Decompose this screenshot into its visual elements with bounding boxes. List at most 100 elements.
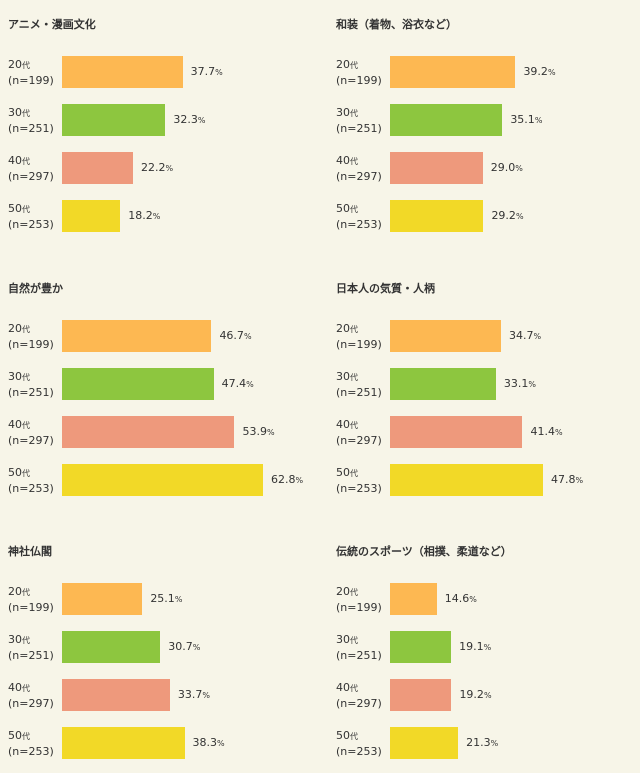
category-unit: 代 bbox=[350, 325, 358, 334]
data-label-number: 33.1 bbox=[503, 377, 529, 390]
category-label: 50代 (n=253) bbox=[336, 465, 396, 496]
bar-row: 20代 (n=199) 37.7% bbox=[8, 56, 308, 88]
chart-panel: 日本人の気質・人柄 20代 (n=199) 34.7% 30代 (n=251) 33.1% 4… bbox=[336, 280, 636, 510]
category-sample-size: (n=251) bbox=[336, 122, 382, 135]
chart-title: 自然が豊か bbox=[8, 282, 63, 295]
data-label-number: 33.7 bbox=[177, 688, 203, 701]
category-decade: 20 bbox=[8, 58, 22, 71]
category-unit: 代 bbox=[350, 205, 358, 214]
bar bbox=[390, 679, 452, 711]
category-sample-size: (n=199) bbox=[8, 601, 54, 614]
data-label-percent: % bbox=[295, 476, 304, 485]
data-label: 22.2% bbox=[141, 161, 173, 174]
data-label-percent: % bbox=[243, 332, 252, 341]
category-sample-size: (n=253) bbox=[8, 745, 54, 758]
category-sample-size: (n=297) bbox=[8, 697, 54, 710]
category-sample-size: (n=253) bbox=[336, 745, 382, 758]
category-sample-size: (n=199) bbox=[8, 338, 54, 351]
category-sample-size: (n=253) bbox=[8, 482, 54, 495]
bar-row: 20代 (n=199) 34.7% bbox=[336, 320, 636, 352]
category-decade: 50 bbox=[336, 466, 350, 479]
category-sample-size: (n=199) bbox=[336, 74, 382, 87]
data-label: 19.2% bbox=[459, 688, 491, 701]
category-label: 50代 (n=253) bbox=[8, 201, 68, 232]
data-label: 47.8% bbox=[551, 473, 583, 486]
category-decade: 30 bbox=[8, 633, 22, 646]
category-label: 50代 (n=253) bbox=[8, 465, 68, 496]
category-unit: 代 bbox=[22, 636, 30, 645]
bar bbox=[62, 631, 161, 663]
chart-panel: 神社仏閣 20代 (n=199) 25.1% 30代 (n=251) 30.7% 40代 (n=… bbox=[8, 543, 308, 773]
category-label: 20代 (n=199) bbox=[336, 584, 396, 615]
bar bbox=[390, 104, 503, 136]
category-label: 50代 (n=253) bbox=[336, 728, 396, 759]
category-label: 50代 (n=253) bbox=[336, 201, 396, 232]
category-decade: 40 bbox=[8, 154, 22, 167]
data-label-percent: % bbox=[528, 380, 537, 389]
bar bbox=[390, 416, 523, 448]
data-label-number: 46.7 bbox=[219, 329, 244, 342]
data-label-percent: % bbox=[202, 691, 210, 700]
data-label-percent: % bbox=[165, 164, 174, 173]
category-unit: 代 bbox=[22, 157, 30, 166]
category-unit: 代 bbox=[350, 684, 358, 693]
category-sample-size: (n=297) bbox=[336, 170, 382, 183]
category-unit: 代 bbox=[22, 205, 30, 214]
data-label-number: 22.2 bbox=[141, 161, 166, 174]
bar-row: 40代 (n=297) 41.4% bbox=[336, 416, 636, 448]
chart-title: 日本人の気質・人柄 bbox=[336, 282, 435, 295]
category-decade: 30 bbox=[8, 106, 22, 119]
data-label-percent: % bbox=[515, 212, 524, 221]
chart-panel: 自然が豊か 20代 (n=199) 46.7% 30代 (n=251) 47.4% 40代 (n… bbox=[8, 280, 308, 510]
category-decade: 30 bbox=[336, 370, 350, 383]
chart-panel: アニメ・漫画文化 20代 (n=199) 37.7% 30代 (n=251) 32.3% 40… bbox=[8, 16, 308, 246]
category-decade: 30 bbox=[336, 106, 350, 119]
category-label: 40代 (n=297) bbox=[8, 153, 68, 184]
data-label: 34.7% bbox=[509, 329, 541, 342]
category-unit: 代 bbox=[350, 109, 358, 118]
bar-row: 30代 (n=251) 33.1% bbox=[336, 368, 636, 400]
data-label: 14.6% bbox=[445, 592, 477, 605]
data-label: 19.1% bbox=[459, 640, 491, 653]
data-label-number: 29.2 bbox=[491, 209, 516, 222]
bar bbox=[390, 464, 543, 496]
data-label-percent: % bbox=[490, 739, 499, 748]
category-decade: 50 bbox=[8, 466, 22, 479]
category-label: 20代 (n=199) bbox=[336, 321, 396, 352]
bar-row: 20代 (n=199) 46.7% bbox=[8, 320, 308, 352]
category-unit: 代 bbox=[350, 588, 358, 597]
data-label-number: 29.0 bbox=[490, 161, 516, 174]
category-sample-size: (n=253) bbox=[336, 218, 382, 231]
data-label-percent: % bbox=[217, 739, 225, 748]
data-label: 38.3% bbox=[193, 736, 225, 749]
bar bbox=[62, 152, 134, 184]
data-label: 46.7% bbox=[219, 329, 251, 342]
bar-row: 20代 (n=199) 14.6% bbox=[336, 583, 636, 615]
data-label-number: 47.4 bbox=[221, 377, 247, 390]
category-sample-size: (n=253) bbox=[336, 482, 382, 495]
data-label-number: 21.3 bbox=[466, 736, 491, 749]
bar-row: 40代 (n=297) 22.2% bbox=[8, 152, 308, 184]
chart-title: 伝統のスポーツ（相撲、柔道など） bbox=[336, 545, 512, 558]
category-decade: 40 bbox=[8, 681, 22, 694]
category-decade: 20 bbox=[336, 58, 350, 71]
category-sample-size: (n=297) bbox=[336, 434, 382, 447]
data-label-number: 30.7 bbox=[168, 640, 193, 653]
category-label: 50代 (n=253) bbox=[8, 728, 68, 759]
category-label: 20代 (n=199) bbox=[8, 57, 68, 88]
data-label-number: 62.8 bbox=[270, 473, 296, 486]
data-label-percent: % bbox=[246, 380, 254, 389]
category-unit: 代 bbox=[22, 421, 30, 430]
category-unit: 代 bbox=[22, 684, 30, 693]
bar bbox=[390, 320, 502, 352]
category-label: 40代 (n=297) bbox=[336, 680, 396, 711]
category-sample-size: (n=253) bbox=[8, 218, 54, 231]
category-label: 40代 (n=297) bbox=[8, 417, 68, 448]
bar-row: 50代 (n=253) 38.3% bbox=[8, 727, 308, 759]
bar-row: 30代 (n=251) 35.1% bbox=[336, 104, 636, 136]
category-decade: 50 bbox=[336, 729, 350, 742]
chart-title: 和装（着物、浴衣など） bbox=[336, 18, 457, 31]
category-unit: 代 bbox=[350, 157, 358, 166]
data-label: 53.9% bbox=[242, 425, 274, 438]
category-unit: 代 bbox=[350, 373, 358, 382]
